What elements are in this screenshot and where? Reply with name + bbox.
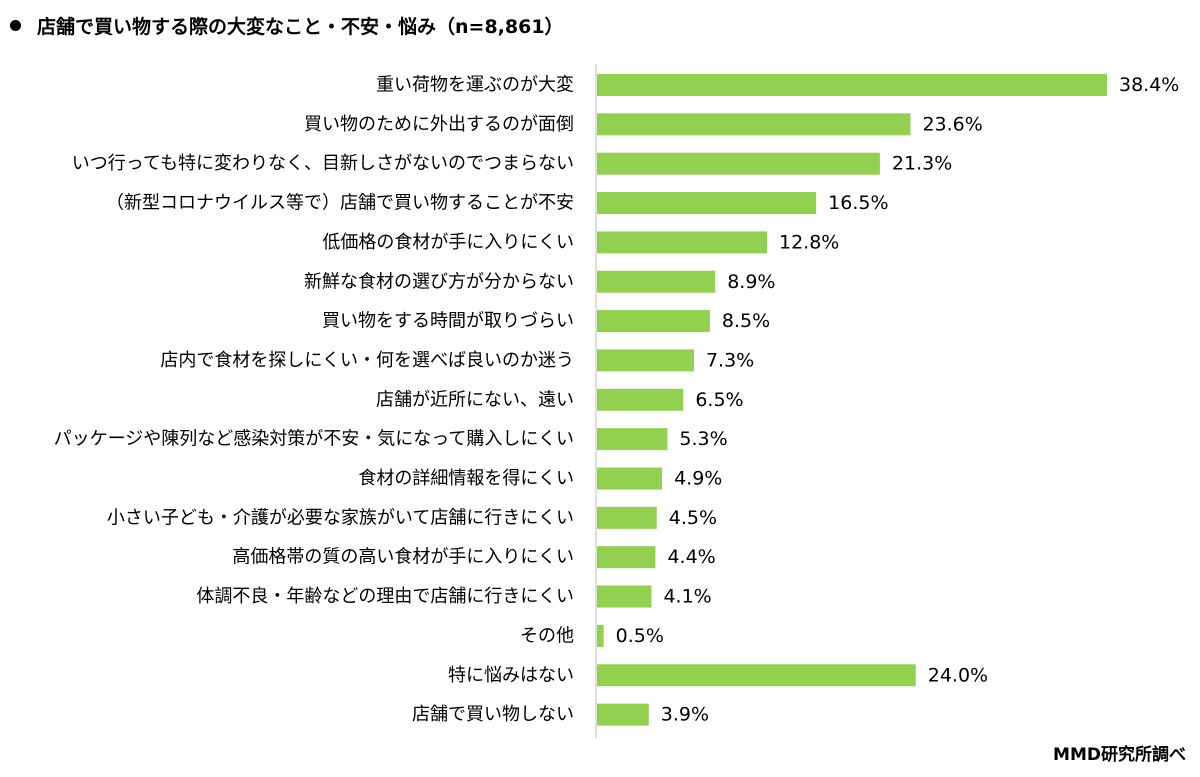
category-label: 買い物のために外出するのが面倒 xyxy=(304,114,574,135)
category-label: 新鮮な食材の選び方が分からない xyxy=(304,271,574,292)
category-label: 買い物をする時間が取りづらい xyxy=(322,311,574,332)
category-label: いつ行っても特に変わりなく、目新しさがないのでつまらない xyxy=(72,153,574,174)
category-label: 特に悩みはない xyxy=(448,665,574,686)
bar xyxy=(597,152,880,175)
bar xyxy=(597,624,604,647)
data-label: 23.6% xyxy=(922,113,982,135)
data-label: 3.9% xyxy=(661,704,709,726)
data-label: 16.5% xyxy=(828,192,888,214)
bar xyxy=(597,428,668,451)
bar xyxy=(597,703,649,726)
bar xyxy=(597,546,656,569)
category-label: 食材の詳細情報を得にくい xyxy=(358,468,574,489)
category-label: 高価格帯の質の高い食材が手に入りにくい xyxy=(232,547,574,568)
data-label: 8.9% xyxy=(727,271,775,293)
category-label: 店舗で買い物しない xyxy=(412,704,574,725)
category-label: パッケージや陳列など感染対策が不安・気になって購入しにくい xyxy=(54,429,574,450)
data-label: 4.9% xyxy=(674,468,722,490)
bar xyxy=(597,585,652,608)
category-label: （新型コロナウイルス等で）店舗で買い物することが不安 xyxy=(106,193,574,214)
bar xyxy=(597,310,710,333)
category-label: 小さい子ども・介護が必要な家族がいて店舗に行きにくい xyxy=(107,507,574,528)
data-label: 0.5% xyxy=(616,625,664,647)
data-label: 6.5% xyxy=(695,389,743,411)
chart-title: 店舗で買い物する際の大変なこと・不安・悩み（n=8,861） xyxy=(37,15,564,38)
data-label: 7.3% xyxy=(706,349,754,371)
chart-title-row: 店舗で買い物する際の大変なこと・不安・悩み（n=8,861） xyxy=(10,10,564,40)
data-label: 21.3% xyxy=(892,153,952,175)
category-label: 低価格の食材が手に入りにくい xyxy=(322,232,574,253)
category-label: 店舗が近所にない、遠い xyxy=(376,389,574,410)
bar xyxy=(597,664,916,687)
bullet-icon xyxy=(10,19,21,31)
bar xyxy=(597,467,663,490)
category-label: 重い荷物を運ぶのが大変 xyxy=(376,75,574,96)
category-label: 体調不良・年齢などの理由で店舗に行きにくい xyxy=(196,586,574,607)
data-label: 5.3% xyxy=(679,428,727,450)
data-label: 4.1% xyxy=(663,586,711,608)
bar xyxy=(597,74,1107,96)
bar xyxy=(597,388,684,411)
bar xyxy=(597,192,817,215)
bar xyxy=(597,113,911,136)
source-note: MMD研究所調べ xyxy=(1053,745,1186,765)
bar xyxy=(597,506,657,529)
data-label: 24.0% xyxy=(928,664,988,686)
bar xyxy=(597,270,716,293)
data-label: 4.5% xyxy=(669,507,717,529)
category-label: その他 xyxy=(520,625,574,646)
data-label: 12.8% xyxy=(779,231,839,253)
bar xyxy=(597,349,694,372)
category-label: 店内で食材を探しにくい・何を選べば良いのか迷う xyxy=(160,350,574,371)
data-label: 8.5% xyxy=(722,310,770,332)
data-label: 38.4% xyxy=(1119,74,1179,96)
bar xyxy=(597,231,767,254)
data-label: 4.4% xyxy=(667,546,715,568)
